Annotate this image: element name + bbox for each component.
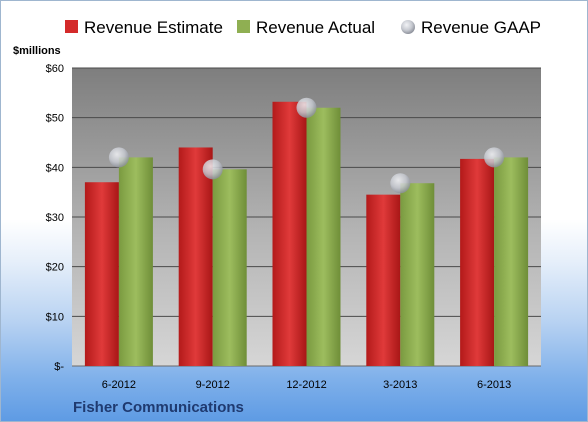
bar-actual <box>494 157 529 366</box>
legend-swatch-gaap <box>401 20 415 34</box>
y-tick-label: $40 <box>46 162 64 174</box>
bar-estimate <box>178 147 213 366</box>
bar-estimate <box>84 182 119 366</box>
y-axis-ticks: $- $10 $20 $30 $40 $50 $60 <box>46 63 65 373</box>
x-tick-label: 6-2012 <box>102 379 136 391</box>
bar-estimate <box>366 194 401 366</box>
x-tick-label: 9-2012 <box>196 379 230 391</box>
marker-gaap <box>296 97 317 118</box>
bar-actual <box>212 169 247 366</box>
marker-gaap <box>202 159 223 180</box>
marker-gaap <box>484 147 505 168</box>
y-tick-label: $- <box>54 361 64 373</box>
marker-gaap <box>390 173 411 194</box>
y-tick-label: $50 <box>46 113 64 125</box>
x-tick-label: 6-2013 <box>477 379 511 391</box>
bar-actual <box>306 107 341 366</box>
bar-actual <box>118 157 153 366</box>
company-name: Fisher Communications <box>73 399 244 416</box>
legend-swatch-actual <box>237 20 250 33</box>
gaap-markers <box>108 97 505 194</box>
y-tick-label: $10 <box>46 311 64 323</box>
bar-actual <box>400 183 435 366</box>
x-tick-label: 12-2012 <box>286 379 326 391</box>
y-axis-unit-label: $millions <box>13 45 61 57</box>
legend-swatch-estimate <box>65 20 78 33</box>
x-tick-label: 3-2013 <box>383 379 417 391</box>
marker-gaap <box>108 147 129 168</box>
y-tick-label: $30 <box>46 212 64 224</box>
bars <box>84 101 529 367</box>
y-tick-label: $20 <box>46 262 64 274</box>
x-axis-ticks: 6-2012 9-2012 12-2012 3-2013 6-2013 <box>102 379 511 391</box>
y-tick-label: $60 <box>46 63 64 75</box>
legend-label-actual: Revenue Actual <box>256 18 375 37</box>
bar-estimate <box>272 101 307 367</box>
legend: Revenue Estimate Revenue Actual Revenue … <box>65 18 541 37</box>
bar-estimate <box>460 158 495 366</box>
legend-label-gaap: Revenue GAAP <box>421 18 541 37</box>
legend-label-estimate: Revenue Estimate <box>84 18 223 37</box>
